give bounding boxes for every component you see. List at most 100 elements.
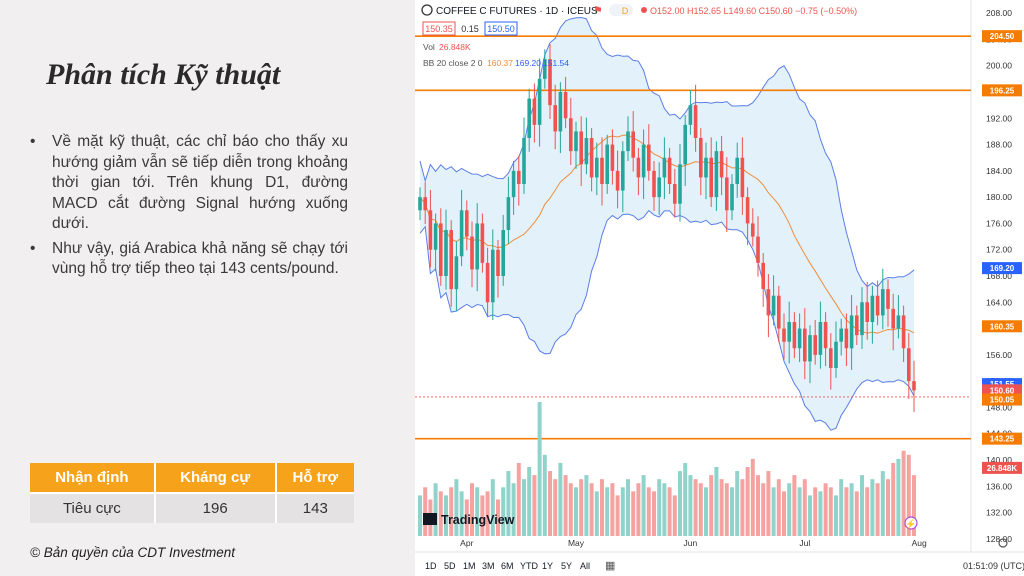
timeframe-button-all[interactable]: All: [580, 561, 590, 571]
volume-bar: [501, 487, 506, 536]
volume-bar: [688, 475, 693, 536]
candle-body: [641, 144, 646, 178]
price-axis-badge: [982, 262, 1022, 275]
volume-bar: [459, 491, 464, 536]
candle-body: [818, 322, 823, 355]
volume-bar: [558, 462, 563, 536]
volume-bar: [724, 483, 729, 536]
candle-body: [761, 262, 765, 290]
candle-body: [595, 157, 599, 178]
price-tick-label: 200.00: [986, 61, 1012, 71]
candle-body: [657, 177, 661, 198]
volume-bar: [496, 499, 500, 536]
bid-box[interactable]: [422, 21, 456, 36]
timeframe-button-1y[interactable]: 1Y: [542, 561, 553, 571]
flag-icon[interactable]: ⚑: [593, 5, 603, 17]
table-header-row: Nhận định Kháng cự Hỗ trợ: [30, 463, 354, 493]
price-tick-label: 164.00: [986, 297, 1012, 307]
volume-bar: [745, 467, 750, 536]
volume-bar: [683, 462, 688, 536]
price-chart[interactable]: 208.00204.00200.00196.00192.00188.00184.…: [415, 0, 1024, 576]
candle-body: [829, 348, 833, 368]
candle-body: [465, 210, 469, 237]
volume-bar: [818, 491, 823, 536]
volume-bar: [631, 491, 636, 536]
volume-bar: [418, 495, 422, 536]
volume-bar: [438, 491, 443, 536]
volume-bar: [750, 458, 755, 536]
volume-bar: [730, 487, 734, 536]
chart-panel[interactable]: 208.00204.00200.00196.00192.00188.00184.…: [415, 0, 1024, 576]
bb-upper-value: 169.20: [515, 58, 541, 68]
price-tick-label: 176.00: [986, 218, 1012, 228]
outlook-table: Nhận định Kháng cự Hỗ trợ Tiêu cực 196 1…: [30, 463, 354, 523]
volume-bar: [605, 487, 610, 536]
symbol-icon: [421, 4, 433, 16]
candle-body: [782, 328, 786, 342]
volume-bar: [646, 487, 651, 536]
candle-body: [834, 341, 838, 368]
volume-bar: [782, 491, 786, 536]
volume-bar: [454, 479, 459, 536]
candle-body: [517, 170, 521, 184]
cell-outlook: Tiêu cực: [30, 492, 156, 523]
candle-body: [797, 328, 802, 349]
candle-body: [621, 151, 625, 191]
volume-bar: [574, 487, 578, 536]
candle-body: [844, 328, 849, 349]
candle-body: [496, 249, 500, 276]
candle-body: [615, 170, 620, 191]
timeframe-button-3m[interactable]: 3M: [482, 561, 495, 571]
time-axis-label: Apr: [460, 538, 473, 548]
candle-body: [860, 302, 864, 336]
timeframe-button-6m[interactable]: 6M: [501, 561, 514, 571]
candle-body: [454, 256, 459, 290]
candle-body: [719, 151, 724, 178]
timeframe-button-1d[interactable]: 1D: [425, 561, 437, 571]
volume-bar: [891, 462, 896, 536]
calendar-icon[interactable]: ▦: [605, 560, 615, 572]
timeframe-button-5d[interactable]: 5D: [444, 561, 456, 571]
volume-bar: [766, 471, 771, 536]
candle-body: [569, 118, 573, 152]
timeframe-button-1m[interactable]: 1M: [463, 561, 476, 571]
volume-bar: [719, 479, 724, 536]
volume-bar: [657, 479, 662, 536]
price-axis-badge-text: 26.848K: [987, 464, 1017, 473]
time-axis-label: Jul: [799, 538, 810, 548]
symbol-title: COFFEE C FUTURES · 1D · ICEUS: [436, 6, 598, 17]
candle-body: [501, 230, 505, 276]
volume-bar: [589, 483, 594, 536]
candle-body: [626, 131, 630, 152]
lightning-icon[interactable]: [904, 516, 918, 530]
settings-gear-icon[interactable]: [998, 538, 1008, 548]
volume-bar: [470, 483, 474, 536]
price-axis-badge: [982, 84, 1022, 97]
volume-bar: [865, 487, 870, 536]
volume-bar: [740, 479, 745, 536]
cell-support: 143: [275, 492, 354, 523]
timeframe-button-ytd[interactable]: YTD: [520, 561, 539, 571]
price-tick-label: 136.00: [986, 481, 1012, 491]
candle-body: [891, 308, 895, 329]
volume-bar: [568, 483, 573, 536]
candle-body: [532, 98, 537, 125]
bullet-item-2: Như vậy, giá Arabica khả năng sẽ chạy tớ…: [30, 239, 348, 280]
price-axis-badge: [982, 320, 1022, 333]
candle-body: [730, 184, 734, 211]
header-support: Hỗ trợ: [275, 463, 354, 493]
utc-clock: 01:51:09 (UTC): [963, 561, 1024, 571]
ask-box[interactable]: [484, 21, 518, 36]
volume-bar: [548, 471, 552, 536]
volume-bar: [912, 475, 916, 536]
volume-bar: [615, 495, 620, 536]
timeframe-badge[interactable]: [609, 4, 633, 16]
volume-bar: [563, 475, 568, 536]
candle-body: [725, 177, 729, 211]
vol-value: 26.848K: [439, 42, 471, 52]
bb-band-fill: [420, 17, 914, 431]
timeframe-button-5y[interactable]: 5Y: [561, 561, 572, 571]
volume-bar: [516, 462, 521, 536]
candle-body: [667, 157, 672, 184]
price-tick-label: 208.00: [986, 8, 1012, 18]
